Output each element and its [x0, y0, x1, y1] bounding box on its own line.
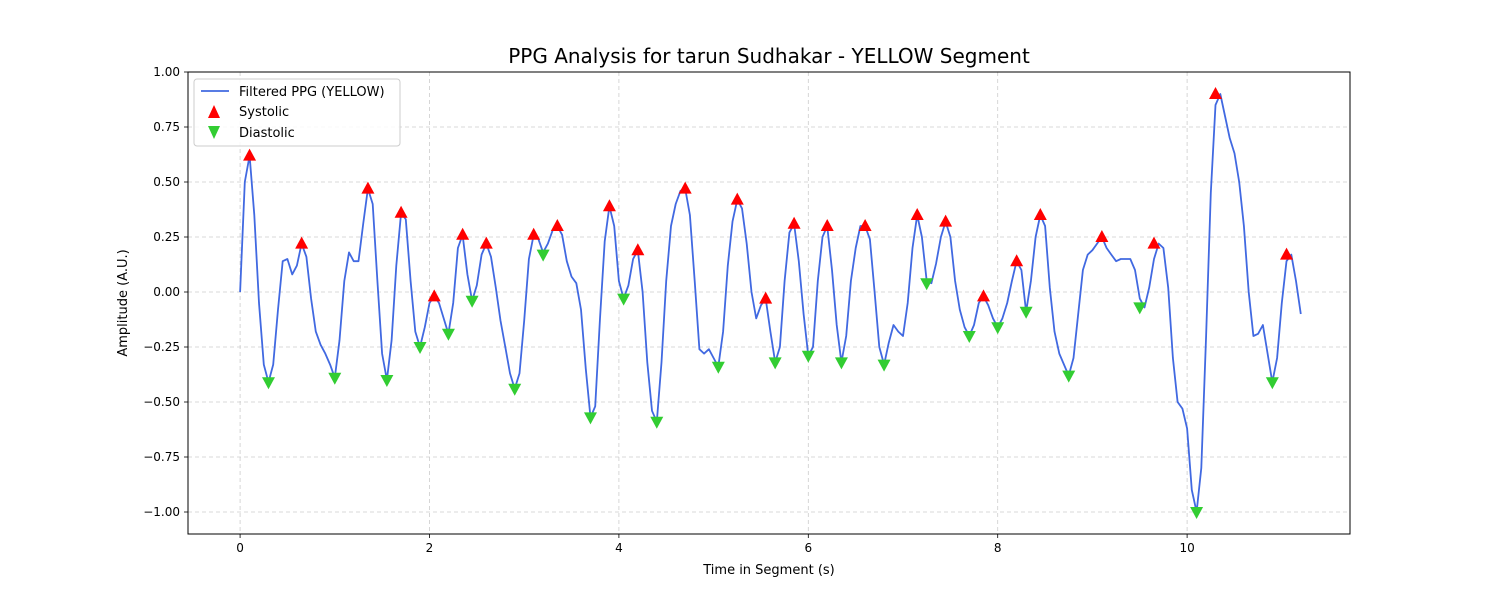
diastolic-marker	[617, 293, 631, 306]
legend-entry-systolic: Systolic	[239, 105, 289, 120]
systolic-marker	[820, 219, 834, 231]
diastolic-marker	[583, 412, 597, 425]
systolic-marker	[1209, 87, 1223, 99]
diastolic-marker	[650, 416, 664, 429]
diastolic-marker	[962, 331, 976, 343]
diastolic-marker	[1019, 306, 1033, 319]
systolic-marker	[527, 227, 541, 240]
legend-entry-filtered: Filtered PPG (YELLOW)	[239, 85, 385, 100]
legend: Filtered PPG (YELLOW) Systolic Diastolic	[193, 78, 401, 147]
systolic-marker	[1095, 230, 1109, 242]
systolic-marker	[456, 227, 470, 240]
y-tick-label: −1.00	[143, 505, 180, 519]
diastolic-marker	[920, 278, 934, 291]
x-tick-label: 0	[236, 541, 244, 555]
diastolic-marker	[536, 249, 550, 262]
diastolic-marker	[508, 383, 522, 396]
diastolic-marker	[834, 357, 848, 370]
systolic-marker	[787, 216, 801, 229]
filtered-ppg-line	[239, 93, 1302, 513]
chart-title: PPG Analysis for tarun Sudhakar - YELLOW…	[508, 44, 1030, 68]
diastolic-marker	[1190, 507, 1204, 519]
y-tick-label: 0.00	[153, 285, 180, 299]
systolic-marker	[1280, 247, 1294, 260]
systolic-marker	[1010, 254, 1024, 267]
y-tick-label: 0.75	[153, 120, 180, 134]
systolic-marker	[759, 291, 773, 304]
systolic-marker	[631, 243, 645, 256]
systolic-marker	[602, 199, 616, 212]
diastolic-marker	[413, 342, 427, 354]
diastolic-marker	[991, 322, 1005, 335]
y-tick-label: 0.25	[153, 230, 180, 244]
systolic-marker	[479, 236, 493, 249]
y-axis-label: Amplitude (A.U.)	[116, 249, 131, 356]
y-tick-label: −0.25	[143, 340, 180, 354]
systolic-marker	[550, 219, 564, 231]
x-axis-label: Time in Segment (s)	[702, 563, 834, 578]
diastolic-marker	[441, 328, 455, 341]
diastolic-marker	[801, 350, 815, 363]
diastolic-marker	[768, 357, 782, 370]
systolic-marker	[730, 192, 744, 205]
systolic-marker	[910, 208, 924, 220]
diastolic-marker	[711, 361, 725, 374]
legend-entry-diastolic: Diastolic	[239, 126, 295, 141]
diastolic-marker	[261, 377, 275, 390]
diastolic-marker	[328, 372, 342, 385]
plot-frame	[187, 71, 1351, 535]
x-tick-label: 6	[804, 541, 812, 555]
y-tick-label: −0.75	[143, 450, 180, 464]
y-tick-label: −0.50	[143, 395, 180, 409]
systolic-marker	[1147, 236, 1161, 249]
diastolic-marker	[1062, 370, 1076, 383]
diastolic-marker	[877, 359, 891, 372]
systolic-marker	[977, 289, 991, 302]
systolic-marker	[361, 181, 375, 194]
systolic-marker	[295, 236, 309, 249]
ppg-line-series	[239, 93, 1302, 513]
diastolic-marker	[1133, 302, 1147, 315]
diastolic-marker	[380, 375, 394, 387]
x-tick-label: 4	[615, 541, 623, 555]
systolic-marker	[243, 148, 257, 161]
x-tick-label: 8	[994, 541, 1002, 555]
legend-systolic-marker	[208, 105, 220, 118]
peak-markers	[243, 87, 1294, 519]
x-tick-label: 2	[426, 541, 434, 555]
axis-ticks: 0 2 4 6 8 10 −1.00 −0.75 −0.50 −0.25 0.00 0.25 0.50 0…	[143, 65, 1195, 555]
y-tick-label: 0.50	[153, 175, 180, 189]
systolic-marker	[394, 205, 408, 218]
legend-box	[193, 78, 401, 147]
legend-diastolic-marker	[208, 126, 220, 139]
systolic-marker	[427, 289, 441, 302]
x-tick-label: 10	[1179, 541, 1194, 555]
systolic-marker	[858, 219, 872, 231]
diastolic-marker	[465, 295, 479, 308]
systolic-marker	[939, 214, 953, 227]
y-tick-label: 1.00	[153, 65, 180, 79]
systolic-marker	[1033, 208, 1047, 220]
systolic-marker	[678, 181, 692, 194]
diastolic-marker	[1265, 377, 1279, 390]
